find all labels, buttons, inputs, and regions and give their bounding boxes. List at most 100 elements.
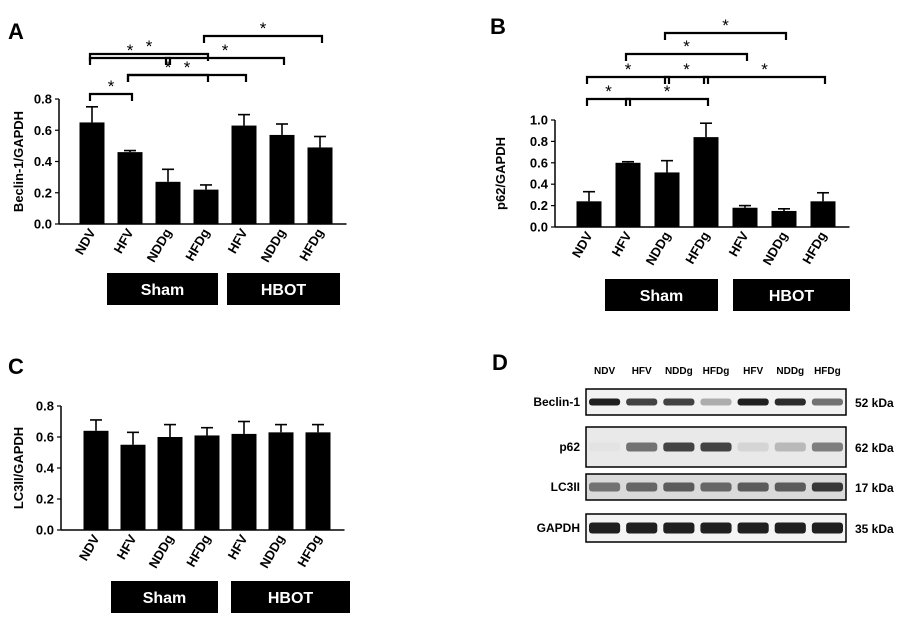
y-tick-label: 1.0 [530,113,548,128]
group-box [107,273,218,305]
group-box [227,273,340,305]
blot-band [774,522,806,534]
significance-bracket [663,31,788,40]
blot-band [589,482,621,492]
bar [193,189,219,224]
blot-band [700,442,732,452]
lane-label: NDDg [665,366,693,377]
blot-band [774,482,806,492]
y-tick-label: 0.8 [36,399,54,414]
blot-band [700,398,732,406]
category-label: HFDg [294,532,324,570]
category-label: NDV [569,229,596,261]
y-tick-label: 0.6 [34,123,52,138]
group-box [605,279,718,311]
blot-band [589,398,621,406]
blot-band [663,398,695,406]
molecular-weight-label: 52 kDa [855,396,894,410]
y-tick-label: 0.0 [36,523,54,538]
significance-bracket [88,56,172,65]
blot-band [626,482,658,492]
group-label: Sham [143,590,187,607]
category-label: NDDg [760,229,791,268]
panel-label: C [8,354,24,379]
y-tick-label: 0.0 [34,217,52,232]
category-label: NDV [72,226,99,258]
bar [194,435,220,530]
y-tick-label: 0.0 [530,220,548,235]
significance-bracket [585,97,632,106]
significance-star: * [605,82,612,101]
group-label: Sham [640,288,684,305]
bar [231,433,257,530]
bar [771,210,797,227]
category-label: HFDg [799,229,829,267]
blot-band [626,398,658,406]
group-box [733,279,850,311]
blot-label: LC3II [551,480,580,494]
significance-bracket [585,75,671,84]
y-tick-label: 0.8 [530,134,548,149]
significance-bracket [88,52,210,61]
significance-bracket [624,52,749,61]
bar [576,201,602,227]
significance-star: * [761,60,768,79]
bar [268,432,294,530]
y-tick-label: 0.6 [36,430,54,445]
bar [693,137,719,227]
blot-band [700,482,732,492]
panel-label: B [490,14,506,39]
category-label: NDDg [144,226,175,265]
y-tick-label: 0.8 [34,92,52,107]
blot-band [811,522,843,534]
blot-band [811,482,843,492]
western-blot-panel: D NDV HFV NDDg HFDg HFV NDDg HFDg Beclin-1 52 kDa… [492,350,894,543]
category-label: NDV [76,532,103,564]
bar [155,181,181,224]
significance-star: * [664,82,671,101]
y-tick-label: 0.2 [530,198,548,213]
y-tick-label: 0.6 [530,155,548,170]
molecular-weight-label: 35 kDa [855,522,894,536]
molecular-weight-label: 62 kDa [855,441,894,455]
category-label: HFDg [682,229,712,267]
significance-star: * [683,37,690,56]
y-tick-label: 0.4 [530,177,549,192]
group-box [111,581,218,613]
blot-band [811,442,843,452]
blot-band [737,442,769,452]
significance-bracket [663,75,710,84]
category-label: NDDg [257,532,288,571]
blot-label: Beclin-1 [533,395,580,409]
y-tick-label: 0.2 [34,185,52,200]
lane-label: NDDg [776,366,804,377]
group-label: Sham [141,282,185,299]
significance-star: * [165,58,172,77]
bar [654,172,680,227]
blot-band [589,522,621,534]
group-label: HBOT [261,282,307,299]
significance-star: * [722,16,729,35]
category-label: HFV [609,229,635,259]
blot-band [589,442,621,452]
category-label: HFV [114,532,140,562]
category-label: HFV [726,229,752,259]
blot-band [737,398,769,406]
significance-bracket [164,56,286,65]
bar [305,432,331,530]
significance-bracket [126,73,248,82]
blot-band [663,522,695,534]
blot-band [774,442,806,452]
category-label: HFDg [182,226,212,264]
group-label: HBOT [268,590,314,607]
panel-label: A [8,19,24,44]
y-tick-label: 0.2 [36,492,54,507]
blot-band [626,442,658,452]
significance-star: * [108,77,115,96]
lane-label: NDV [594,366,615,377]
significance-star: * [222,41,229,60]
bar [79,122,105,224]
bar [269,134,295,224]
blot-band [737,522,769,534]
y-tick-label: 0.4 [34,154,53,169]
